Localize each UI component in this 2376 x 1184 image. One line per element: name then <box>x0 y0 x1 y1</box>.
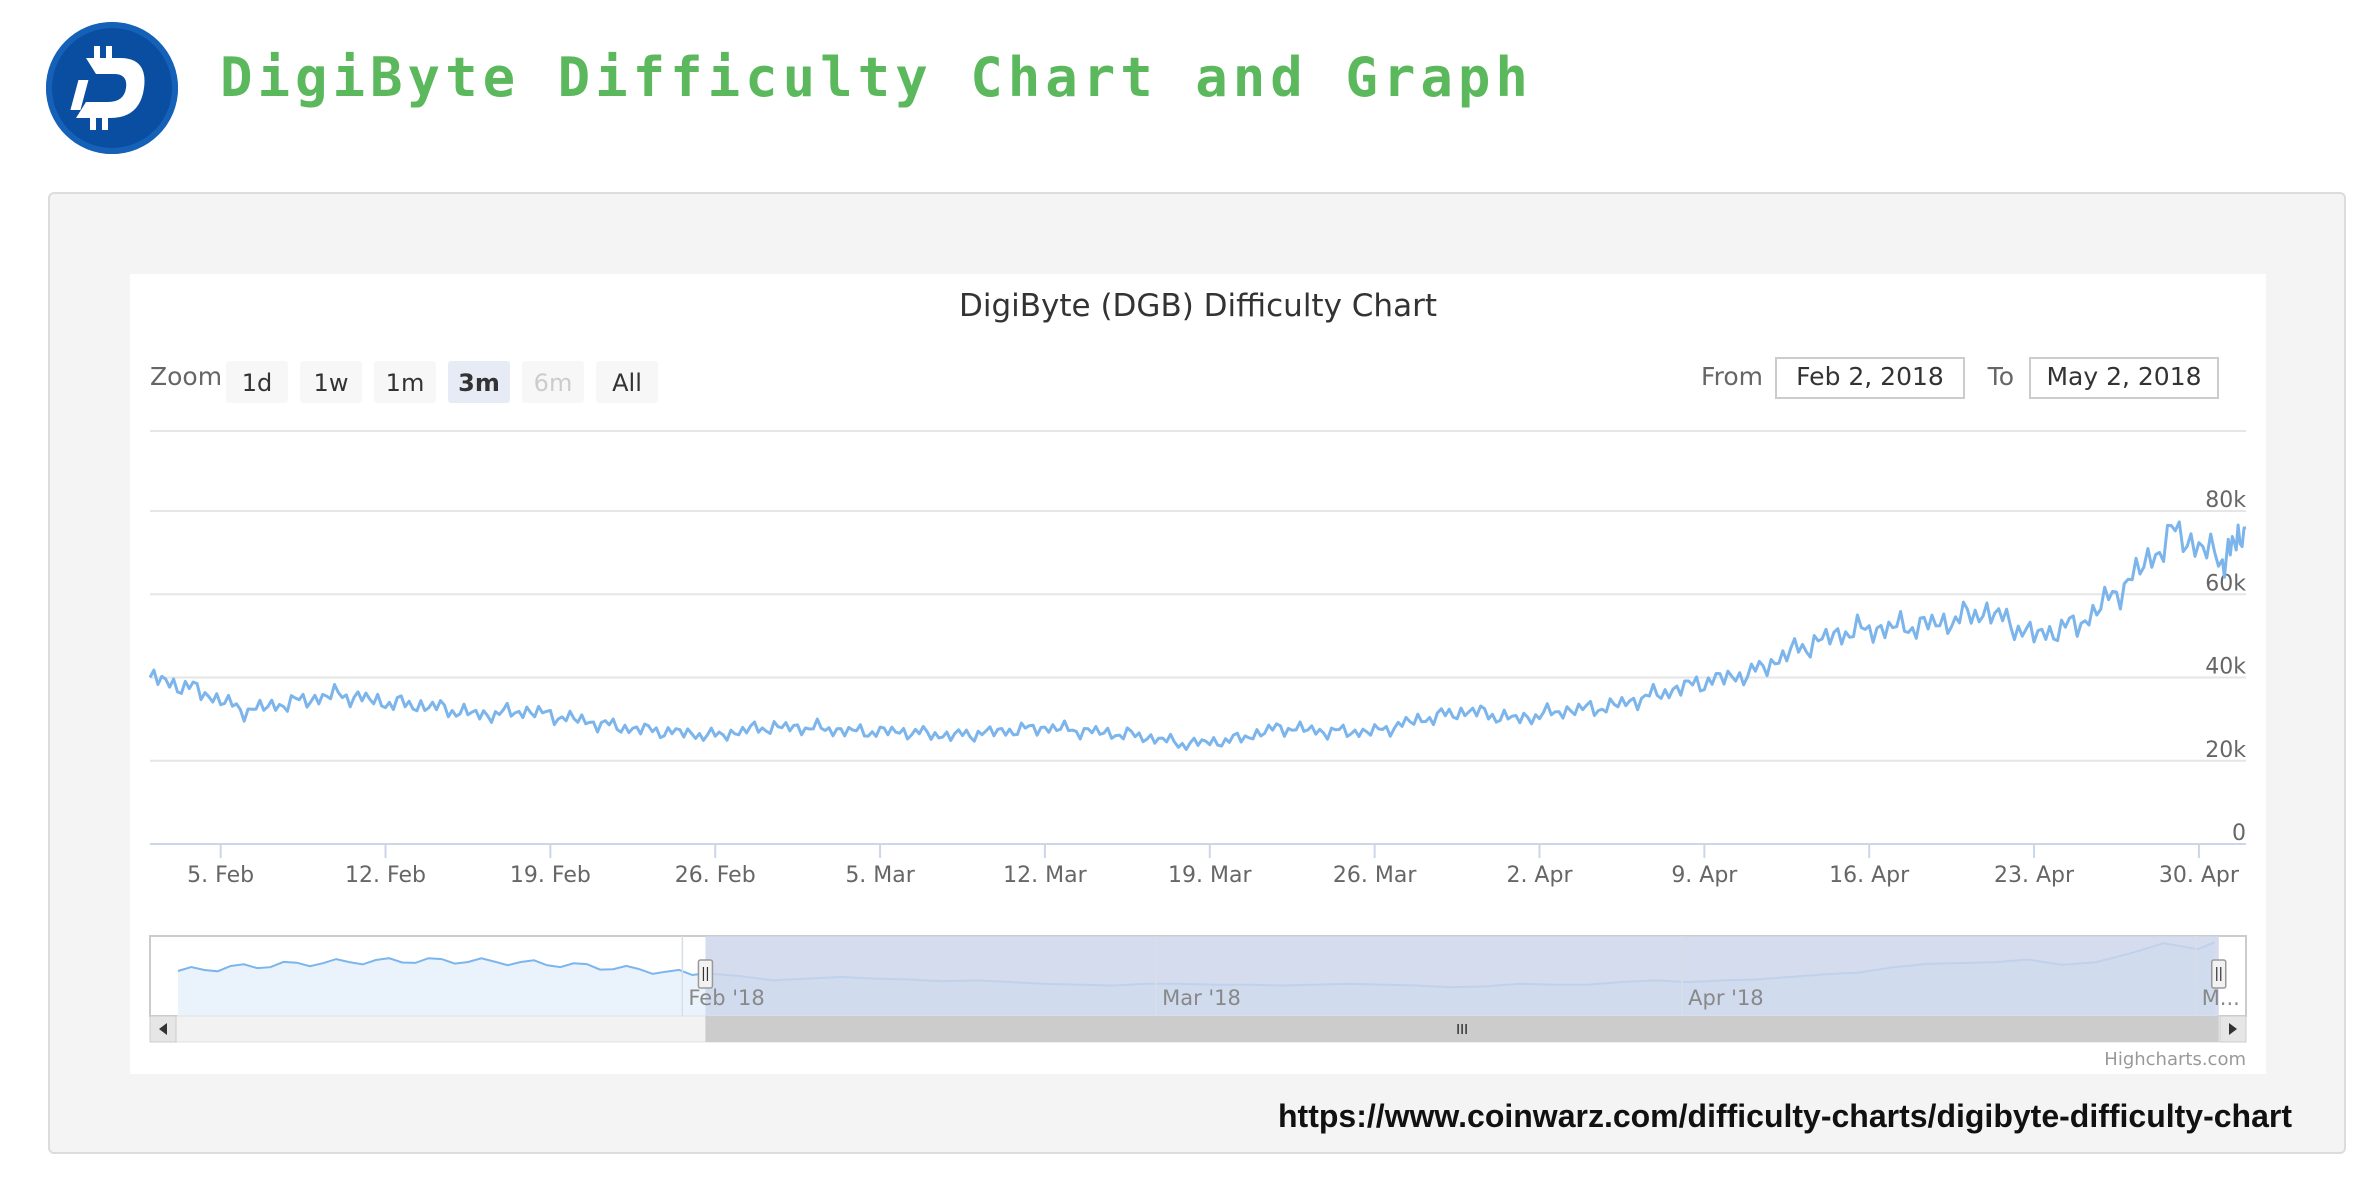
x-axis-ticks <box>219 844 2200 858</box>
zoom-button-label: 1m <box>386 369 425 397</box>
zoom-6m-button: 6m <box>522 361 584 403</box>
zoom-all-button[interactable]: All <box>596 361 658 403</box>
x-tick-label: 9. Apr <box>1671 863 1738 888</box>
x-tick-label: 19. Feb <box>510 863 591 888</box>
navigator-labels: Feb '18 Mar '18 Apr '18 M... <box>688 986 2239 1010</box>
zoom-1d-button[interactable]: 1d <box>226 361 288 403</box>
scrollbar[interactable] <box>149 1015 2247 1043</box>
to-date-value: May 2, 2018 <box>2046 362 2201 391</box>
y-tick-label: 40k <box>2205 655 2246 680</box>
scrollbar-left-button[interactable] <box>149 1015 177 1043</box>
zoom-button-label: 1d <box>242 369 273 397</box>
x-tick-label: 30. Apr <box>2159 863 2240 888</box>
y-tick-label: 80k <box>2205 488 2246 513</box>
page-title: DigiByte Difficulty Chart and Graph <box>220 46 1533 109</box>
zoom-1w-button[interactable]: 1w <box>300 361 362 403</box>
chart-title: DigiByte (DGB) Difficulty Chart <box>959 288 1437 324</box>
source-url: https://www.coinwarz.com/difficulty-char… <box>1278 1098 2292 1134</box>
x-tick-label: 19. Mar <box>1168 863 1252 888</box>
zoom-1m-button[interactable]: 1m <box>374 361 436 403</box>
to-label: To <box>1987 362 2014 391</box>
range-buttons: 1d 1w 1m 3m 6m All <box>226 361 658 403</box>
from-date-value: Feb 2, 2018 <box>1796 362 1944 391</box>
y-tick-label: 0 <box>2232 821 2246 846</box>
navigator-selected-range[interactable] <box>705 936 2219 1016</box>
navigator[interactable]: Feb '18 Mar '18 Apr '18 M... <box>149 935 2247 1017</box>
to-date-input[interactable]: May 2, 2018 <box>2029 357 2219 399</box>
x-tick-label: 5. Feb <box>187 863 254 888</box>
zoom-button-label: 3m <box>458 369 500 397</box>
navigator-handle-left[interactable] <box>697 959 714 989</box>
navigator-label: M... <box>2202 986 2240 1010</box>
zoom-button-label: All <box>612 369 642 397</box>
x-tick-label: 23. Apr <box>1994 863 2075 888</box>
series-line <box>148 520 2247 751</box>
from-date-input[interactable]: Feb 2, 2018 <box>1775 357 1965 399</box>
x-tick-label: 26. Mar <box>1333 863 1417 888</box>
scrollbar-grip-icon <box>1457 1024 1467 1034</box>
chart-container: DigiByte (DGB) Difficulty Chart Zoom 1d 1… <box>130 274 2266 1074</box>
scrollbar-right-button[interactable] <box>2219 1015 2247 1043</box>
zoom-button-label: 6m <box>534 369 573 397</box>
x-tick-label: 5. Mar <box>845 863 915 888</box>
digibyte-logo-icon <box>46 22 178 154</box>
difficulty-chart: DigiByte (DGB) Difficulty Chart Zoom 1d 1… <box>148 288 2247 1070</box>
x-tick-label: 12. Feb <box>345 863 426 888</box>
highcharts-credits[interactable]: Highcharts.com <box>2104 1049 2246 1070</box>
zoom-label: Zoom <box>150 362 222 391</box>
navigator-label: Mar '18 <box>1162 986 1241 1010</box>
navigator-handle-right[interactable] <box>2211 959 2227 989</box>
zoom-3m-button[interactable]: 3m <box>448 361 510 403</box>
y-tick-label: 20k <box>2205 738 2246 763</box>
grid-lines <box>150 510 2246 762</box>
navigator-label: Feb '18 <box>688 986 764 1010</box>
x-tick-label: 2. Apr <box>1506 863 1573 888</box>
zoom-button-label: 1w <box>314 369 349 397</box>
navigator-separators <box>681 936 2197 1016</box>
x-axis-labels: 5. Feb 12. Feb 19. Feb 26. Feb 5. Mar 12. Mar… <box>187 863 2240 888</box>
from-label: From <box>1701 362 1763 391</box>
x-tick-label: 26. Feb <box>675 863 756 888</box>
navigator-label: Apr '18 <box>1688 986 1764 1010</box>
x-tick-label: 16. Apr <box>1829 863 1910 888</box>
x-tick-label: 12. Mar <box>1003 863 1087 888</box>
